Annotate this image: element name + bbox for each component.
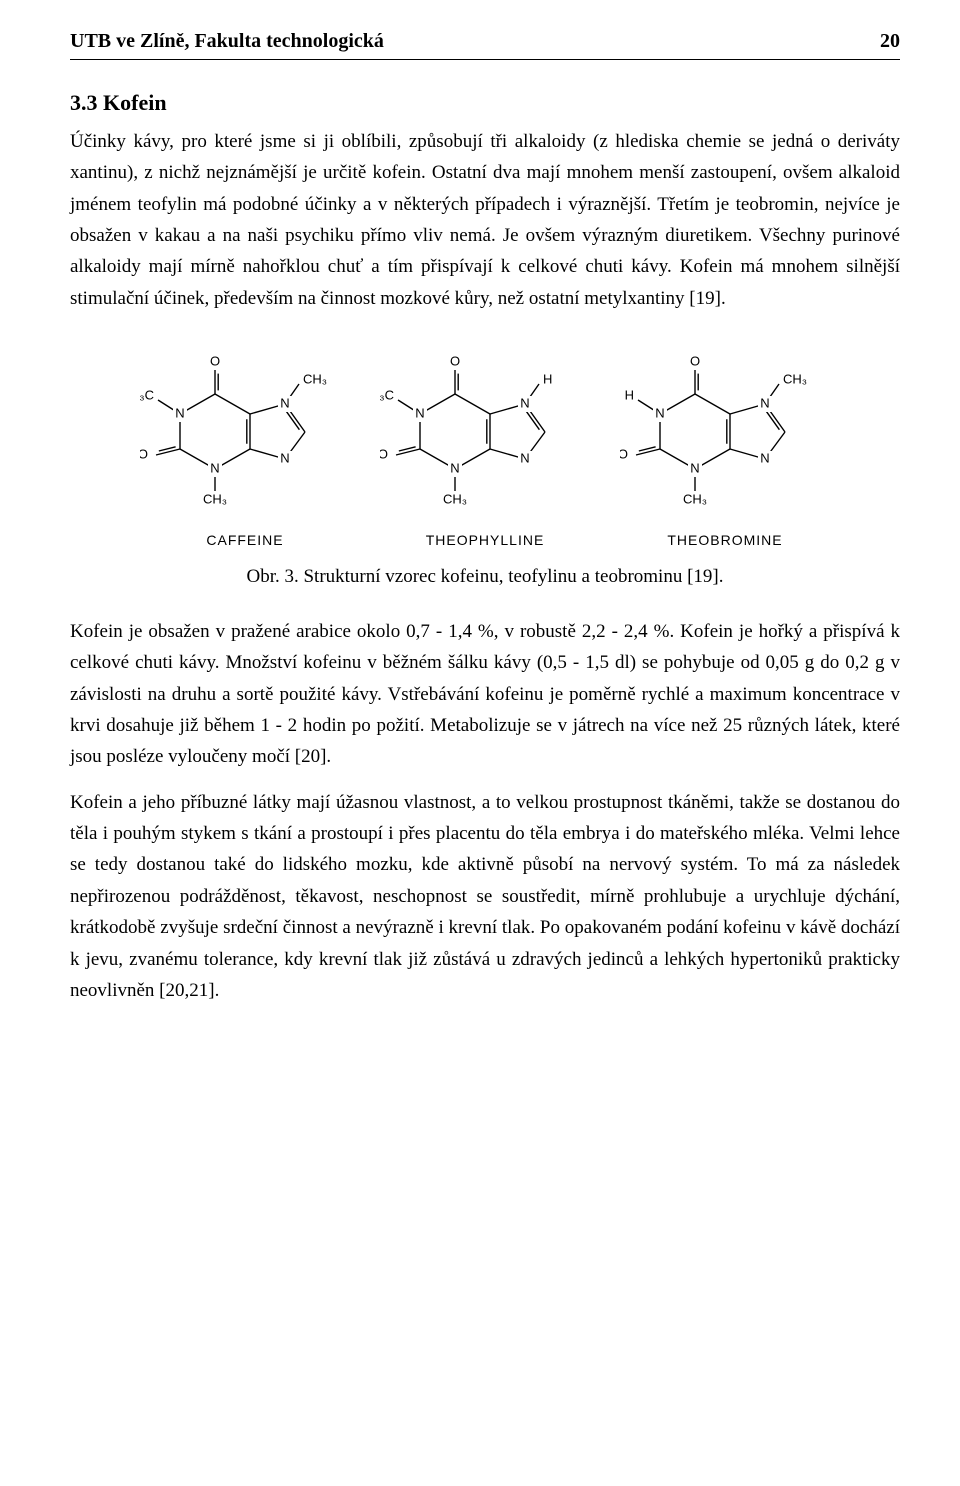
svg-text:N: N [655,406,664,421]
svg-text:O: O [380,447,388,462]
svg-text:N: N [520,396,529,411]
svg-text:N: N [280,451,289,466]
svg-text:O: O [140,447,148,462]
paragraph-1: Účinky kávy, pro které jsme si ji oblíbi… [70,126,900,314]
paragraph-2: Kofein je obsažen v pražené arabice okol… [70,616,900,773]
svg-text:N: N [520,451,529,466]
page: UTB ve Zlíně, Fakulta technologická 20 3… [0,0,960,1486]
svg-text:CH₃: CH₃ [203,492,227,507]
svg-text:N: N [450,461,459,476]
molecule-svg-theobromine: O O H CH₃ CH₃ N N N N [620,344,830,514]
molecule-label-theophylline: THEOPHYLLINE [426,532,545,548]
svg-text:N: N [210,461,219,476]
figure-row: OOH₃CCH₃CH₃NNNNCAFFEINEOOH₃CCH₃HNNNNTHEO… [70,344,900,548]
svg-text:O: O [210,354,220,369]
header-title: UTB ve Zlíně, Fakulta technologická [70,30,384,53]
molecule-svg-caffeine: O O H₃C CH₃ CH₃ N N N N [140,344,350,514]
svg-text:N: N [175,406,184,421]
svg-text:H: H [543,372,552,387]
figure-caption: Obr. 3. Strukturní vzorec kofeinu, teofy… [70,566,900,588]
molecule-theobromine: O O H CH₃ CH₃ N N N N THEOBROMINE [620,344,830,548]
svg-text:O: O [690,354,700,369]
svg-text:N: N [280,396,289,411]
svg-text:O: O [450,354,460,369]
svg-text:N: N [760,451,769,466]
svg-text:N: N [415,406,424,421]
svg-text:N: N [690,461,699,476]
svg-text:N: N [760,396,769,411]
page-number: 20 [880,30,900,53]
molecule-theophylline: OOH₃CCH₃HNNNNTHEOPHYLLINE [380,344,590,548]
molecule-label-theobromine: THEOBROMINE [667,532,782,548]
svg-text:H₃C: H₃C [380,388,394,403]
svg-text:CH₃: CH₃ [783,372,807,387]
svg-text:CH₃: CH₃ [443,492,467,507]
molecule-label-caffeine: CAFFEINE [206,532,283,548]
molecule-svg-theophylline: OOH₃CCH₃HNNNN [380,344,590,514]
svg-text:CH₃: CH₃ [303,372,327,387]
svg-text:H₃C: H₃C [140,388,154,403]
section-heading: 3.3 Kofein [70,90,900,116]
svg-text:O: O [620,447,628,462]
molecule-caffeine: O O H₃C CH₃ CH₃ N N N N CAFFEINE [140,344,350,548]
svg-text:CH₃: CH₃ [683,492,707,507]
paragraph-3: Kofein a jeho příbuzné látky mají úžasno… [70,787,900,1006]
svg-text:H: H [625,388,634,403]
page-header: UTB ve Zlíně, Fakulta technologická 20 [70,30,900,60]
